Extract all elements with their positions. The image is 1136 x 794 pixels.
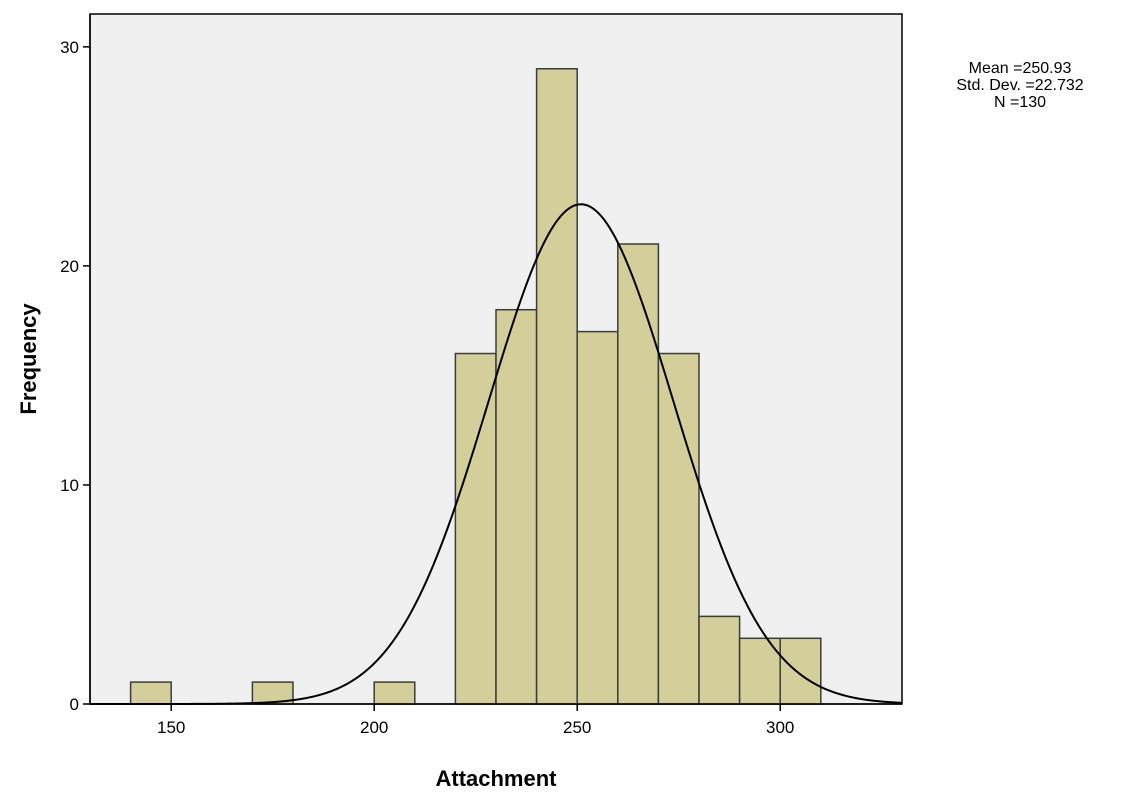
x-tick-label-150: 150 — [157, 718, 185, 737]
stats-std-dev: Std. Dev. =22.732 — [956, 77, 1084, 94]
histogram-bar-220-230 — [454, 352, 497, 705]
x-axis: 150 200 250 300 — [157, 704, 794, 737]
histogram-bar-270-280 — [657, 352, 700, 705]
x-tick-label-300: 300 — [766, 718, 794, 737]
y-tick-label-0: 0 — [70, 695, 79, 714]
histogram-bar-240-250 — [535, 68, 578, 705]
x-axis-title: Attachment — [435, 766, 557, 791]
y-axis-title: Frequency — [16, 303, 41, 415]
histogram-bar-300-310 — [779, 637, 822, 705]
x-tick-label-200: 200 — [360, 718, 388, 737]
y-tick-label-20: 20 — [60, 257, 79, 276]
histogram-bar-290-300 — [738, 637, 781, 705]
y-tick-label-10: 10 — [60, 476, 79, 495]
stats-mean: Mean =250.93 — [968, 60, 1072, 77]
stats-n: N =130 — [993, 94, 1047, 111]
y-tick-label-30: 30 — [60, 38, 79, 57]
y-axis: 0 10 20 30 — [60, 38, 90, 714]
histogram-bar-140-150 — [129, 681, 172, 705]
histogram-bar-280-290 — [698, 615, 741, 705]
x-tick-label-250: 250 — [563, 718, 591, 737]
histogram-bar-260-270 — [617, 243, 660, 705]
histogram-bar-230-240 — [495, 308, 538, 705]
stats-legend: Mean =250.93 Std. Dev. =22.732 N =130 — [940, 60, 1100, 111]
bars-group — [129, 68, 822, 705]
histogram-bar-200-210 — [373, 681, 416, 705]
histogram-bar-250-260 — [576, 330, 619, 705]
